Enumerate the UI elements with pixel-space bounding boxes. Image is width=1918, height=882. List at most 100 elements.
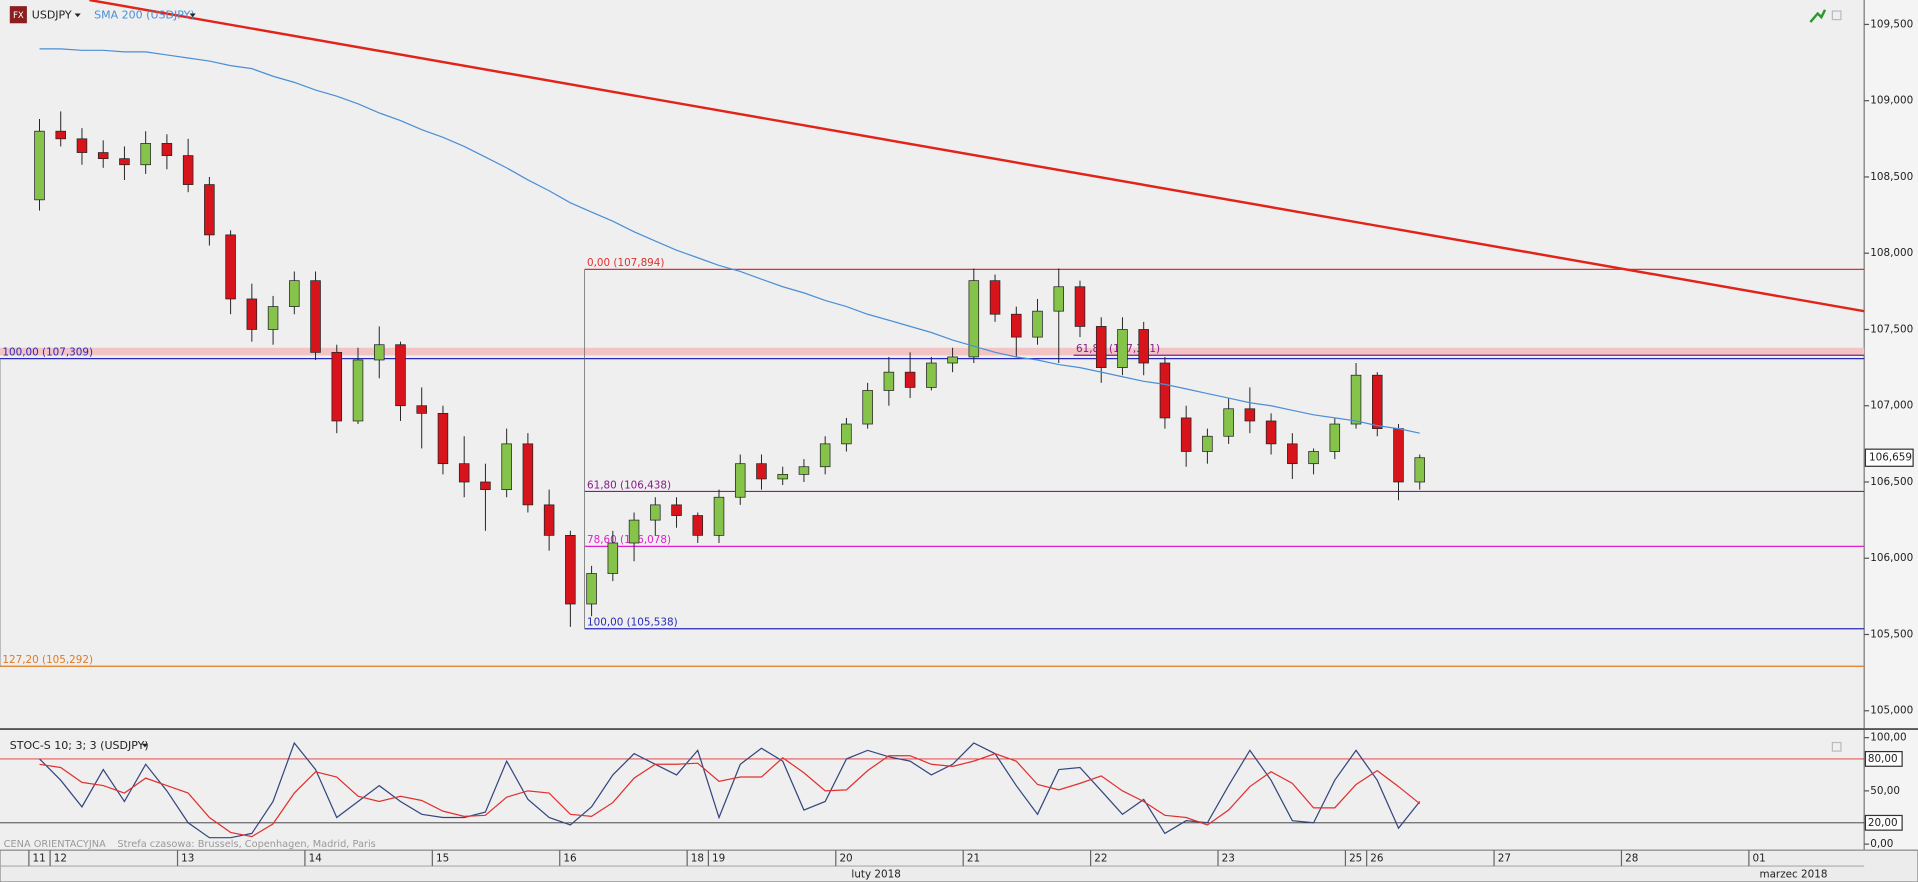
candle-body	[968, 280, 980, 358]
trend-icon[interactable]	[1809, 9, 1827, 23]
header: FX USDJPY SMA 200 (USDJPY) STOC-S 10; 3;…	[4, 6, 1842, 850]
month-label: marzec 2018	[1759, 869, 1827, 881]
last-price-label: 106,659	[1869, 452, 1912, 464]
candle-body	[416, 405, 427, 414]
candle-body	[34, 130, 45, 201]
x-tick-label: 19	[712, 853, 725, 865]
indicator-title[interactable]: STOC-S 10; 3; 3 (USDJPY)	[10, 739, 149, 752]
x-tick-label: 22	[1094, 853, 1107, 865]
dropdown-arrow[interactable]	[74, 13, 81, 18]
y-tick-label: 109,000	[1870, 95, 1913, 107]
candle-body	[628, 519, 640, 544]
candle-body	[862, 390, 873, 425]
candle-body	[565, 534, 576, 605]
candle-body	[289, 280, 300, 307]
candle-body	[734, 463, 746, 498]
candle-body	[246, 298, 258, 330]
zone	[0, 347, 1865, 356]
candle-body	[607, 542, 619, 574]
footer-source: CENA ORIENTACYJNA	[4, 839, 106, 850]
candle-body	[1117, 329, 1128, 368]
y-tick-label: 106,500	[1870, 476, 1913, 488]
fib-label: 61,80 (106,438)	[587, 479, 671, 491]
x-tick-label: 23	[1222, 853, 1235, 865]
candle-body	[1287, 443, 1298, 465]
candle-body	[1350, 374, 1362, 425]
x-tick-label: 21	[967, 853, 980, 865]
candle-body	[692, 515, 704, 536]
candle-body	[798, 466, 810, 475]
x-tick-label: 14	[309, 853, 323, 865]
candle-body	[76, 138, 88, 153]
level-label: 20,00	[1868, 817, 1898, 829]
symbol-selector[interactable]: USDJPY	[32, 8, 72, 21]
candle-body	[204, 184, 215, 236]
x-tick-label: 27	[1498, 853, 1511, 865]
candle-body	[1308, 451, 1319, 465]
fib-label: 0,00 (107,894)	[587, 257, 664, 269]
indicator-selector[interactable]: SMA 200 (USDJPY)	[94, 8, 194, 21]
fib-label: 127,20 (105,292)	[2, 654, 93, 666]
candle-body	[947, 356, 958, 364]
y-tick-label: 107,500	[1870, 323, 1913, 335]
candle-body	[480, 481, 491, 490]
y-tick-label: 0,00	[1870, 838, 1893, 850]
candle-body	[1372, 374, 1383, 429]
price-axis-area	[1864, 0, 1918, 851]
window-icon[interactable]	[1831, 10, 1842, 21]
candle-body	[819, 443, 831, 468]
x-tick-label: 28	[1625, 853, 1638, 865]
candle-body	[650, 504, 661, 521]
x-tick-label: 12	[54, 853, 67, 865]
candle-body	[1095, 326, 1107, 368]
x-tick-label: 25	[1349, 853, 1362, 865]
candle-body	[140, 143, 151, 166]
fib-label: 100,00 (105,538)	[587, 617, 678, 629]
x-tick-label: 26	[1370, 853, 1383, 865]
series-line	[39, 741, 1421, 839]
candle-body	[437, 412, 449, 465]
candle-body	[756, 463, 767, 480]
series-line	[39, 753, 1421, 838]
y-tick-label: 109,500	[1870, 18, 1913, 30]
candle-body	[395, 344, 406, 407]
x-tick-label: 11	[33, 853, 46, 865]
level-box	[1864, 750, 1903, 767]
candle-body	[373, 344, 385, 361]
footer-timezone: Strefa czasowa: Brussels, Copenhagen, Ma…	[117, 839, 375, 850]
dropdown-arrow[interactable]	[189, 13, 196, 18]
month-label: luty 2018	[851, 869, 900, 881]
candle-body	[1159, 362, 1171, 419]
candle-body	[1011, 313, 1022, 338]
candle-body	[522, 443, 534, 506]
candle-body	[1180, 417, 1192, 452]
candle-body	[904, 371, 916, 388]
fx-icon-text: FX	[13, 11, 24, 21]
candle-body	[182, 155, 194, 185]
candle-body	[267, 306, 279, 330]
candle-body	[713, 496, 725, 536]
candle-body	[926, 362, 937, 388]
y-tick-label: 106,000	[1870, 552, 1913, 564]
candle-body	[55, 130, 66, 140]
candle-body	[352, 359, 364, 422]
x-tick-label: 15	[436, 853, 449, 865]
candle-body	[1265, 420, 1277, 445]
x-tick-label: 13	[181, 853, 194, 865]
candle-body	[543, 504, 555, 536]
x-tick-label: 20	[839, 853, 852, 865]
y-tick-label: 108,500	[1870, 171, 1913, 183]
candle-body	[161, 143, 173, 156]
series-line	[39, 48, 1420, 434]
window-icon[interactable]	[1831, 741, 1842, 752]
candle-body	[1393, 428, 1404, 483]
candle-body	[310, 280, 321, 353]
dropdown-arrow[interactable]	[141, 743, 149, 748]
candle-body	[1244, 408, 1256, 422]
candle-body	[458, 463, 470, 483]
candle-body	[1202, 435, 1213, 452]
candle-body	[671, 504, 682, 516]
